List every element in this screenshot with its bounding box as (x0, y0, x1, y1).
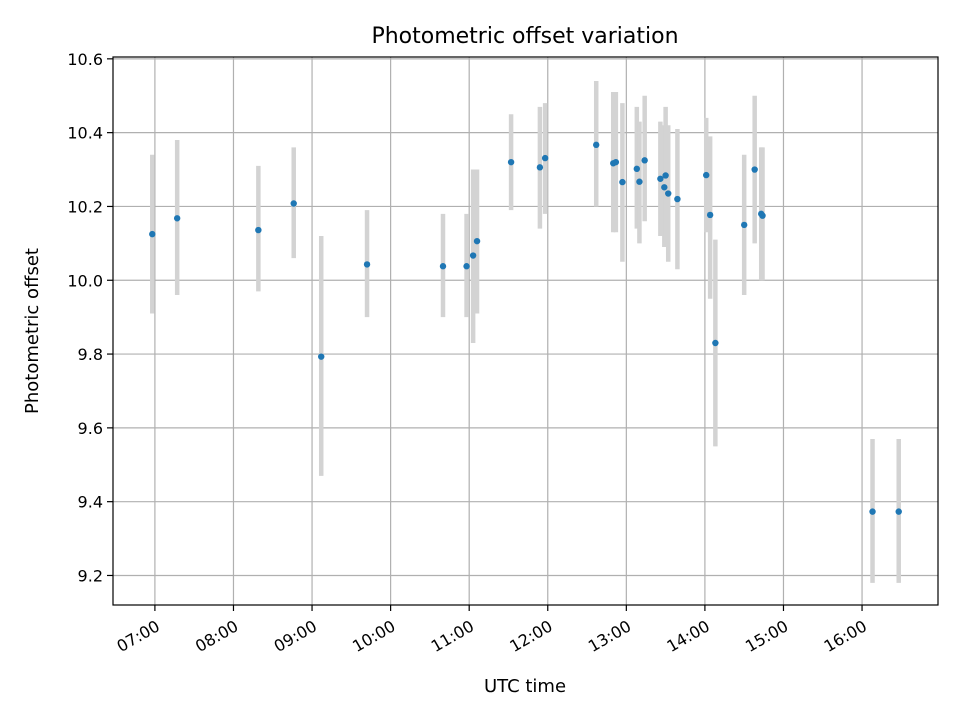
x-axis-label: UTC time (484, 676, 566, 697)
plot-frame (112, 56, 939, 606)
data-point (173, 215, 181, 222)
data-point (740, 221, 748, 229)
data-point (759, 212, 766, 219)
data-point (149, 230, 156, 238)
data-point (507, 158, 515, 166)
data-point (706, 211, 714, 219)
data-point (536, 164, 544, 171)
data-point (869, 508, 876, 515)
data-point (619, 178, 626, 186)
y-axis-label: Photometric offset (22, 248, 43, 414)
data-points (149, 141, 902, 515)
data-point (318, 353, 325, 360)
data-point (255, 226, 262, 234)
y-tick-label: 10.0 (67, 271, 103, 290)
data-point (463, 263, 470, 270)
y-tick-label: 9.2 (78, 566, 103, 585)
data-point (541, 154, 549, 162)
y-axis-ticks: 9.2 9.4 9.6 9.8 10.0 10.2 10.4 10.6 (67, 50, 113, 585)
data-point (593, 141, 600, 149)
data-point (290, 200, 297, 207)
data-point (612, 158, 620, 166)
data-point (712, 339, 719, 347)
y-tick-label: 9.4 (78, 493, 103, 512)
data-point (641, 157, 648, 164)
data-point (363, 261, 371, 268)
chart-title: Photometric offset variation (371, 24, 678, 49)
data-point (751, 166, 758, 173)
data-point (662, 172, 669, 179)
y-tick-label: 10.4 (67, 124, 103, 143)
y-tick-label: 10.6 (67, 50, 103, 69)
y-tick-label: 9.8 (78, 345, 103, 364)
data-point (895, 508, 902, 515)
data-point (674, 195, 681, 203)
data-point (469, 252, 477, 259)
grid-lines (113, 57, 938, 605)
data-point (661, 184, 668, 191)
data-point (636, 178, 643, 185)
data-point (665, 190, 672, 197)
data-point (439, 263, 447, 270)
y-tick-label: 9.6 (78, 419, 103, 438)
data-point (633, 165, 641, 173)
data-point (657, 175, 664, 182)
y-tick-label: 10.2 (67, 197, 103, 216)
data-point (703, 171, 710, 179)
data-point (473, 237, 481, 245)
